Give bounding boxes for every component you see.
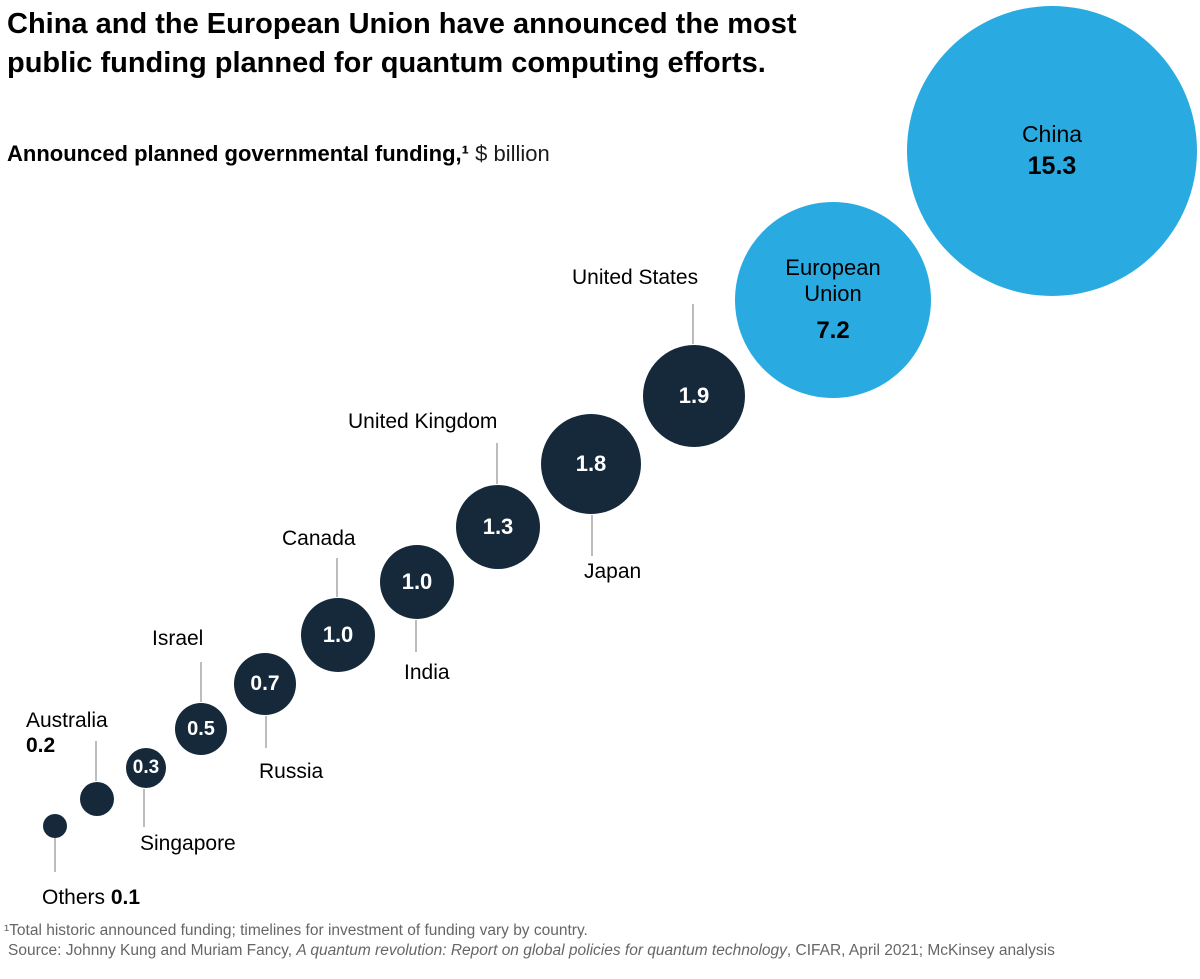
label-india: India	[404, 661, 450, 684]
label-russia: Russia	[259, 760, 324, 783]
leader-line-india	[415, 620, 417, 652]
leader-line-canada	[336, 558, 338, 597]
label-australia: Australia 0.2	[26, 709, 108, 757]
leader-line-russia	[265, 716, 267, 748]
exhibit-title: China and the European Union have announ…	[7, 5, 797, 83]
leader-line-singapore	[143, 789, 145, 827]
bubble-australia	[80, 782, 114, 816]
source-suffix: , CIFAR, April 2021; McKinsey analysis	[786, 942, 1055, 959]
leader-line-united-kingdom	[496, 443, 498, 484]
bubble-united-states: 1.9	[643, 345, 745, 447]
bubble-european-union: European Union 7.2	[735, 202, 931, 398]
leader-line-united-states	[692, 304, 694, 344]
bubble-european-union-text: European	[785, 254, 881, 280]
bubble-united-states-text: 1.9	[678, 382, 710, 408]
source-prefix: Source: Johnny Kung and Muriam Fancy,	[8, 942, 297, 959]
bubble-china-text: China	[1021, 121, 1083, 148]
bubble-israel-text: 0.5	[187, 717, 215, 740]
bubble-european-union-text: 7.2	[816, 317, 850, 345]
bubble-canada-text: 1.0	[322, 621, 354, 647]
bubble-united-kingdom-text: 1.3	[482, 513, 514, 539]
bubble-canada: 1.0	[301, 598, 375, 672]
label-united-kingdom: United Kingdom	[348, 410, 498, 433]
bubble-russia: 0.7	[234, 653, 296, 715]
source-report-title: A quantum revolution: Report on global p…	[296, 942, 787, 959]
leader-line-israel	[200, 662, 202, 702]
bubble-india: 1.0	[380, 545, 454, 619]
bubble-united-kingdom: 1.3	[456, 485, 540, 569]
bubble-others	[43, 814, 67, 838]
title-line-1: China and the European Union have announ…	[7, 8, 797, 40]
label-israel: Israel	[152, 627, 204, 650]
label-japan: Japan	[584, 560, 642, 583]
footnote-text: ¹Total historic announced funding; timel…	[4, 922, 588, 939]
title-line-2: public funding planned for quantum compu…	[7, 47, 766, 79]
bubble-singapore-text: 0.3	[132, 757, 160, 779]
exhibit-subtitle: Announced planned governmental funding,¹…	[7, 141, 550, 167]
bubble-singapore: 0.3	[126, 748, 166, 788]
leader-line-australia	[95, 741, 97, 781]
subtitle-unit: $ billion	[469, 141, 550, 166]
leader-line-japan	[591, 515, 593, 556]
bubble-israel: 0.5	[175, 703, 227, 755]
source-line: Source: Johnny Kung and Muriam Fancy, A …	[8, 941, 1055, 960]
label-singapore: Singapore	[140, 832, 236, 855]
bubble-china: China 15.3	[907, 6, 1197, 296]
label-others: Others 0.1	[42, 886, 141, 909]
subtitle-label: Announced planned governmental funding,¹	[7, 141, 469, 166]
bubble-japan-text: 1.8	[575, 450, 607, 476]
bubble-japan: 1.8	[541, 414, 641, 514]
label-canada: Canada	[282, 527, 356, 550]
bubble-russia-text: 0.7	[250, 672, 280, 696]
label-united-states: United States	[572, 266, 699, 289]
footnote-line: ¹Total historic announced funding; timel…	[4, 921, 588, 940]
bubble-china-text: 15.3	[1027, 152, 1077, 181]
bubble-european-union-text: Union	[804, 281, 862, 307]
bubble-india-text: 1.0	[401, 568, 433, 594]
leader-line-others	[54, 838, 56, 872]
